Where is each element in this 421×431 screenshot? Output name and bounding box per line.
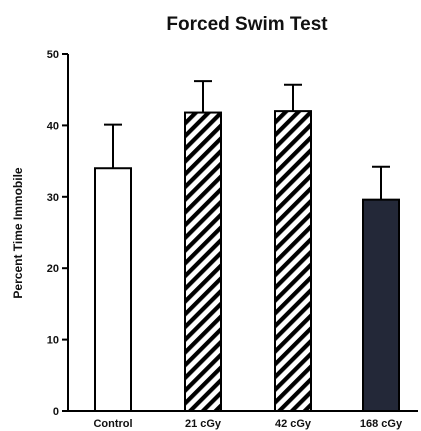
- error-bar-control: [104, 123, 122, 169]
- error-bar-168-cgy: [372, 165, 390, 200]
- bar-control: [94, 167, 132, 412]
- x-tick-label: 21 cGy: [185, 418, 222, 430]
- y-tick-label: 20: [47, 263, 59, 275]
- y-tick-label: 10: [47, 335, 59, 347]
- bar-42-cgy: [274, 110, 312, 413]
- bar-21-cgy: [184, 111, 222, 412]
- error-bar-21-cgy: [194, 80, 212, 113]
- y-tick-label: 30: [47, 192, 59, 204]
- y-tick-label: 0: [53, 406, 59, 418]
- chart-title: Forced Swim Test: [166, 14, 328, 35]
- y-axis-label: Percent Time Immobile: [11, 167, 25, 298]
- plot-area: [94, 80, 400, 413]
- x-tick-label: Control: [93, 418, 132, 430]
- x-tick-label: 42 cGy: [275, 418, 312, 430]
- error-bar-42-cgy: [284, 83, 302, 112]
- bar-168-cgy: [362, 198, 400, 412]
- y-tick-label: 40: [47, 120, 59, 132]
- x-tick-label: 168 cGy: [360, 418, 403, 430]
- y-tick-label: 50: [47, 49, 59, 61]
- axes: Control 21 cGy 42 cGy 168 cGy 0 10 20 30 40 50: [47, 49, 418, 430]
